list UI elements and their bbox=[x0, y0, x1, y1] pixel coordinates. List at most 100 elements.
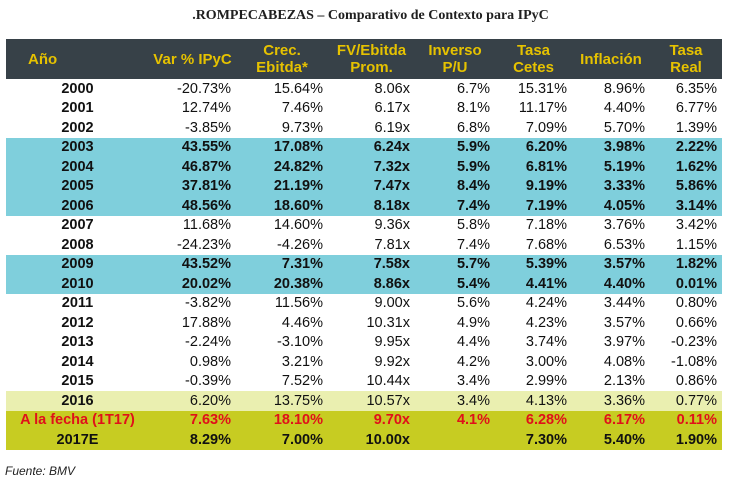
tasa-cetes-cell: 4.23% bbox=[525, 314, 567, 331]
crec-ebitda-cell: 24.82% bbox=[236, 157, 328, 177]
header-year: Año bbox=[28, 50, 58, 68]
var-ipyc-cell: 46.87% bbox=[149, 157, 236, 177]
var-ipyc-cell: -2.24% bbox=[185, 334, 231, 351]
inverso-pu-cell: 4.9% bbox=[456, 314, 490, 331]
var-ipyc-cell: 7.63% bbox=[149, 410, 236, 430]
tasa-real-cell: 0.86% bbox=[675, 373, 717, 390]
table-row: A la fecha (1T17) 7.63% 18.10% 9.70x 4.1% 6.2… bbox=[6, 410, 722, 430]
inflacion-cell: 5.40% bbox=[572, 430, 650, 450]
table-row: 2017E 8.29% 7.00% 10.00x 7.30% 5.40% 1.90% bbox=[6, 430, 722, 450]
crec-ebitda-cell: 7.46% bbox=[281, 100, 323, 117]
fv-ebitda-cell: 7.32x bbox=[328, 157, 415, 177]
tasa-cetes-cell: 3.74% bbox=[525, 334, 567, 351]
inflacion-cell: 3.57% bbox=[572, 254, 650, 274]
fv-ebitda-cell: 9.95x bbox=[374, 334, 410, 351]
tasa-cetes-cell: 9.19% bbox=[495, 176, 572, 196]
year-cell: 2012 bbox=[61, 314, 94, 331]
inflacion-cell: 6.17% bbox=[572, 410, 650, 430]
tasa-real-cell: 1.62% bbox=[650, 157, 722, 177]
year-cell: 2001 bbox=[61, 100, 94, 117]
inverso-pu-cell: 8.4% bbox=[415, 176, 495, 196]
inverso-pu-cell: 7.4% bbox=[456, 236, 490, 253]
crec-ebitda-cell: 11.56% bbox=[274, 295, 323, 312]
year-cell: 2006 bbox=[6, 196, 149, 216]
table-row: 2014 0.98% 3.21% 9.92x 4.2% 3.00% 4.08% -1.08% bbox=[6, 352, 722, 372]
fv-ebitda-cell: 6.17x bbox=[374, 100, 410, 117]
inverso-pu-cell bbox=[415, 430, 495, 450]
tasa-real-cell: 0.01% bbox=[650, 274, 722, 294]
var-ipyc-cell: 43.52% bbox=[149, 254, 236, 274]
inflacion-cell: 6.53% bbox=[603, 236, 645, 253]
header-tasa-cetes: Tasa Cetes bbox=[513, 42, 554, 76]
tasa-real-cell: 0.66% bbox=[675, 314, 717, 331]
crec-ebitda-cell: 7.52% bbox=[281, 373, 323, 390]
crec-ebitda-cell: 18.60% bbox=[236, 196, 328, 216]
table-row: 2000 -20.73% 15.64% 8.06x 6.7% 15.31% 8.96% 6.3… bbox=[6, 79, 722, 99]
header-fv-ebitda: FV/Ebitda Prom. bbox=[336, 42, 407, 76]
inverso-pu-cell: 8.1% bbox=[456, 100, 490, 117]
crec-ebitda-cell: 3.21% bbox=[281, 353, 323, 370]
crec-ebitda-cell: 14.60% bbox=[273, 217, 323, 234]
tasa-cetes-cell: 7.09% bbox=[525, 119, 567, 136]
var-ipyc-cell: 12.74% bbox=[181, 100, 231, 117]
var-ipyc-cell: 37.81% bbox=[149, 176, 236, 196]
table-row: 2001 12.74% 7.46% 6.17x 8.1% 11.17% 4.40% 6.77% bbox=[6, 99, 722, 119]
var-ipyc-cell: 43.55% bbox=[149, 137, 236, 157]
fv-ebitda-cell: 9.70x bbox=[328, 410, 415, 430]
tasa-real-cell: 1.82% bbox=[650, 254, 722, 274]
inflacion-cell: 3.76% bbox=[603, 217, 645, 234]
tasa-cetes-cell: 6.28% bbox=[495, 410, 572, 430]
inflacion-cell: 5.70% bbox=[603, 119, 645, 136]
inflacion-cell: 8.96% bbox=[603, 80, 645, 97]
tasa-real-cell: 3.14% bbox=[650, 196, 722, 216]
fv-ebitda-cell: 8.86x bbox=[328, 274, 415, 294]
tasa-cetes-cell: 4.24% bbox=[525, 295, 567, 312]
fv-ebitda-cell: 7.81x bbox=[374, 236, 410, 253]
year-cell: 2003 bbox=[6, 137, 149, 157]
year-cell: 2016 bbox=[6, 391, 149, 411]
fv-ebitda-cell: 9.92x bbox=[374, 353, 410, 370]
tasa-cetes-cell: 2.99% bbox=[525, 373, 567, 390]
tasa-cetes-cell: 7.30% bbox=[495, 430, 572, 450]
header-row: Año Var % IPyC Crec. Ebitda* FV/Ebitda P… bbox=[6, 39, 722, 79]
inverso-pu-cell: 5.6% bbox=[456, 295, 490, 312]
year-cell: A la fecha (1T17) bbox=[6, 410, 149, 430]
var-ipyc-cell: 0.98% bbox=[189, 353, 231, 370]
inflacion-cell: 4.08% bbox=[603, 353, 645, 370]
source-note: Fuente: BMV bbox=[5, 464, 76, 478]
table-row: 2009 43.52% 7.31% 7.58x 5.7% 5.39% 3.57% 1.82% bbox=[6, 254, 722, 274]
inverso-pu-cell: 3.4% bbox=[415, 391, 495, 411]
inflacion-cell: 4.40% bbox=[572, 274, 650, 294]
tasa-real-cell: 0.77% bbox=[650, 391, 722, 411]
table-row: 2008 -24.23% -4.26% 7.81x 7.4% 7.68% 6.53% 1.15… bbox=[6, 235, 722, 255]
tasa-real-cell: 6.35% bbox=[675, 80, 717, 97]
year-cell: 2009 bbox=[6, 254, 149, 274]
year-cell: 2005 bbox=[6, 176, 149, 196]
var-ipyc-cell: -3.85% bbox=[185, 119, 231, 136]
crec-ebitda-cell: 17.08% bbox=[236, 137, 328, 157]
tasa-cetes-cell: 6.20% bbox=[495, 137, 572, 157]
fv-ebitda-cell: 6.19x bbox=[374, 119, 410, 136]
year-cell: 2000 bbox=[61, 80, 94, 97]
table-row: 2012 17.88% 4.46% 10.31x 4.9% 4.23% 3.57% 0.66% bbox=[6, 313, 722, 333]
crec-ebitda-cell: 4.46% bbox=[281, 314, 323, 331]
var-ipyc-cell: -20.73% bbox=[176, 80, 231, 97]
inflacion-cell: 2.13% bbox=[603, 373, 645, 390]
header-var-ipyc: Var % IPyC bbox=[153, 50, 232, 68]
fv-ebitda-cell: 10.44x bbox=[366, 373, 410, 390]
fv-ebitda-cell: 9.00x bbox=[374, 295, 410, 312]
header-crec-ebitda: Crec. Ebitda* bbox=[256, 42, 308, 76]
year-cell: 2007 bbox=[61, 217, 94, 234]
inflacion-cell: 4.05% bbox=[572, 196, 650, 216]
inflacion-cell: 3.36% bbox=[572, 391, 650, 411]
year-cell: 2013 bbox=[61, 334, 94, 351]
table-row: 2016 6.20% 13.75% 10.57x 3.4% 4.13% 3.36% 0.77% bbox=[6, 391, 722, 411]
var-ipyc-cell: 17.88% bbox=[181, 314, 231, 331]
table-row: 2011 -3.82% 11.56% 9.00x 5.6% 4.24% 3.44% 0.80% bbox=[6, 294, 722, 314]
table-row: 2003 43.55% 17.08% 6.24x 5.9% 6.20% 3.98% 2.22% bbox=[6, 137, 722, 157]
tasa-real-cell: 0.11% bbox=[650, 410, 722, 430]
crec-ebitda-cell: 13.75% bbox=[236, 391, 328, 411]
year-cell: 2008 bbox=[61, 236, 94, 253]
tasa-real-cell: 1.90% bbox=[650, 430, 722, 450]
tasa-cetes-cell: 4.41% bbox=[495, 274, 572, 294]
